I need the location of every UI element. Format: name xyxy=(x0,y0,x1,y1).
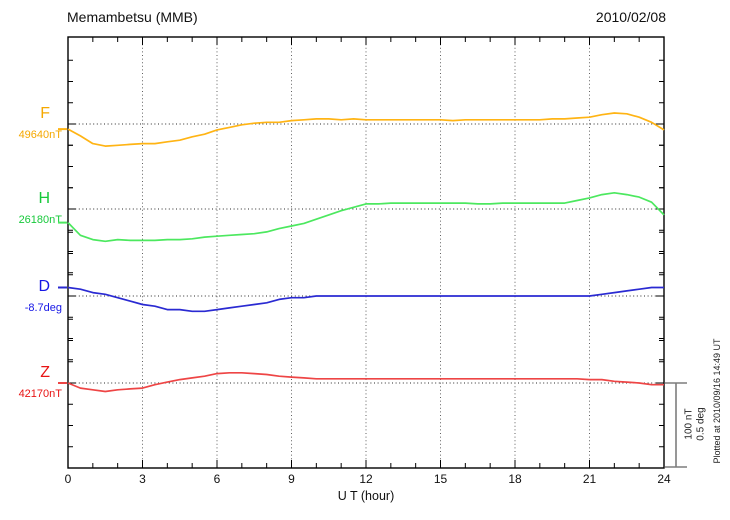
series-refvalue-F: 49640nT xyxy=(18,129,62,141)
x-tick-label-6: 6 xyxy=(213,472,221,486)
x-tick-label-3: 3 xyxy=(139,472,146,486)
series-label-Z: Z xyxy=(40,364,50,381)
series-label-F: F xyxy=(40,105,50,122)
x-tick-label-24: 24 xyxy=(657,472,671,486)
plot-date: 2010/02/08 xyxy=(595,9,666,25)
x-axis-label: U T (hour) xyxy=(337,489,395,503)
plotted-at-note: Plotted at 2010/09/16 14:49 UT xyxy=(712,338,722,464)
scale-bar-nt-label: 100 nT xyxy=(683,408,695,440)
series-label-D: D xyxy=(38,278,50,295)
scale-bar-deg-label: 0.5 deg xyxy=(695,407,707,441)
x-tick-label-15: 15 xyxy=(433,472,448,486)
trace-F xyxy=(67,112,665,147)
plot-frame xyxy=(67,36,665,469)
x-tick-label-9: 9 xyxy=(288,472,295,486)
station-title: Memambetsu (MMB) xyxy=(67,9,198,25)
x-tick-label-21: 21 xyxy=(582,472,597,486)
x-tick-label-18: 18 xyxy=(508,472,522,486)
series-refvalue-H: 26180nT xyxy=(18,214,62,226)
x-tick-label-0: 0 xyxy=(64,472,72,486)
trace-H xyxy=(67,191,665,243)
trace-D xyxy=(67,286,664,313)
x-tick-label-12: 12 xyxy=(359,472,373,486)
trace-Z xyxy=(67,371,664,393)
series-refvalue-D: -8.7deg xyxy=(24,302,62,314)
series-refvalue-Z: 42170nT xyxy=(18,388,62,400)
series-label-H: H xyxy=(38,190,50,207)
